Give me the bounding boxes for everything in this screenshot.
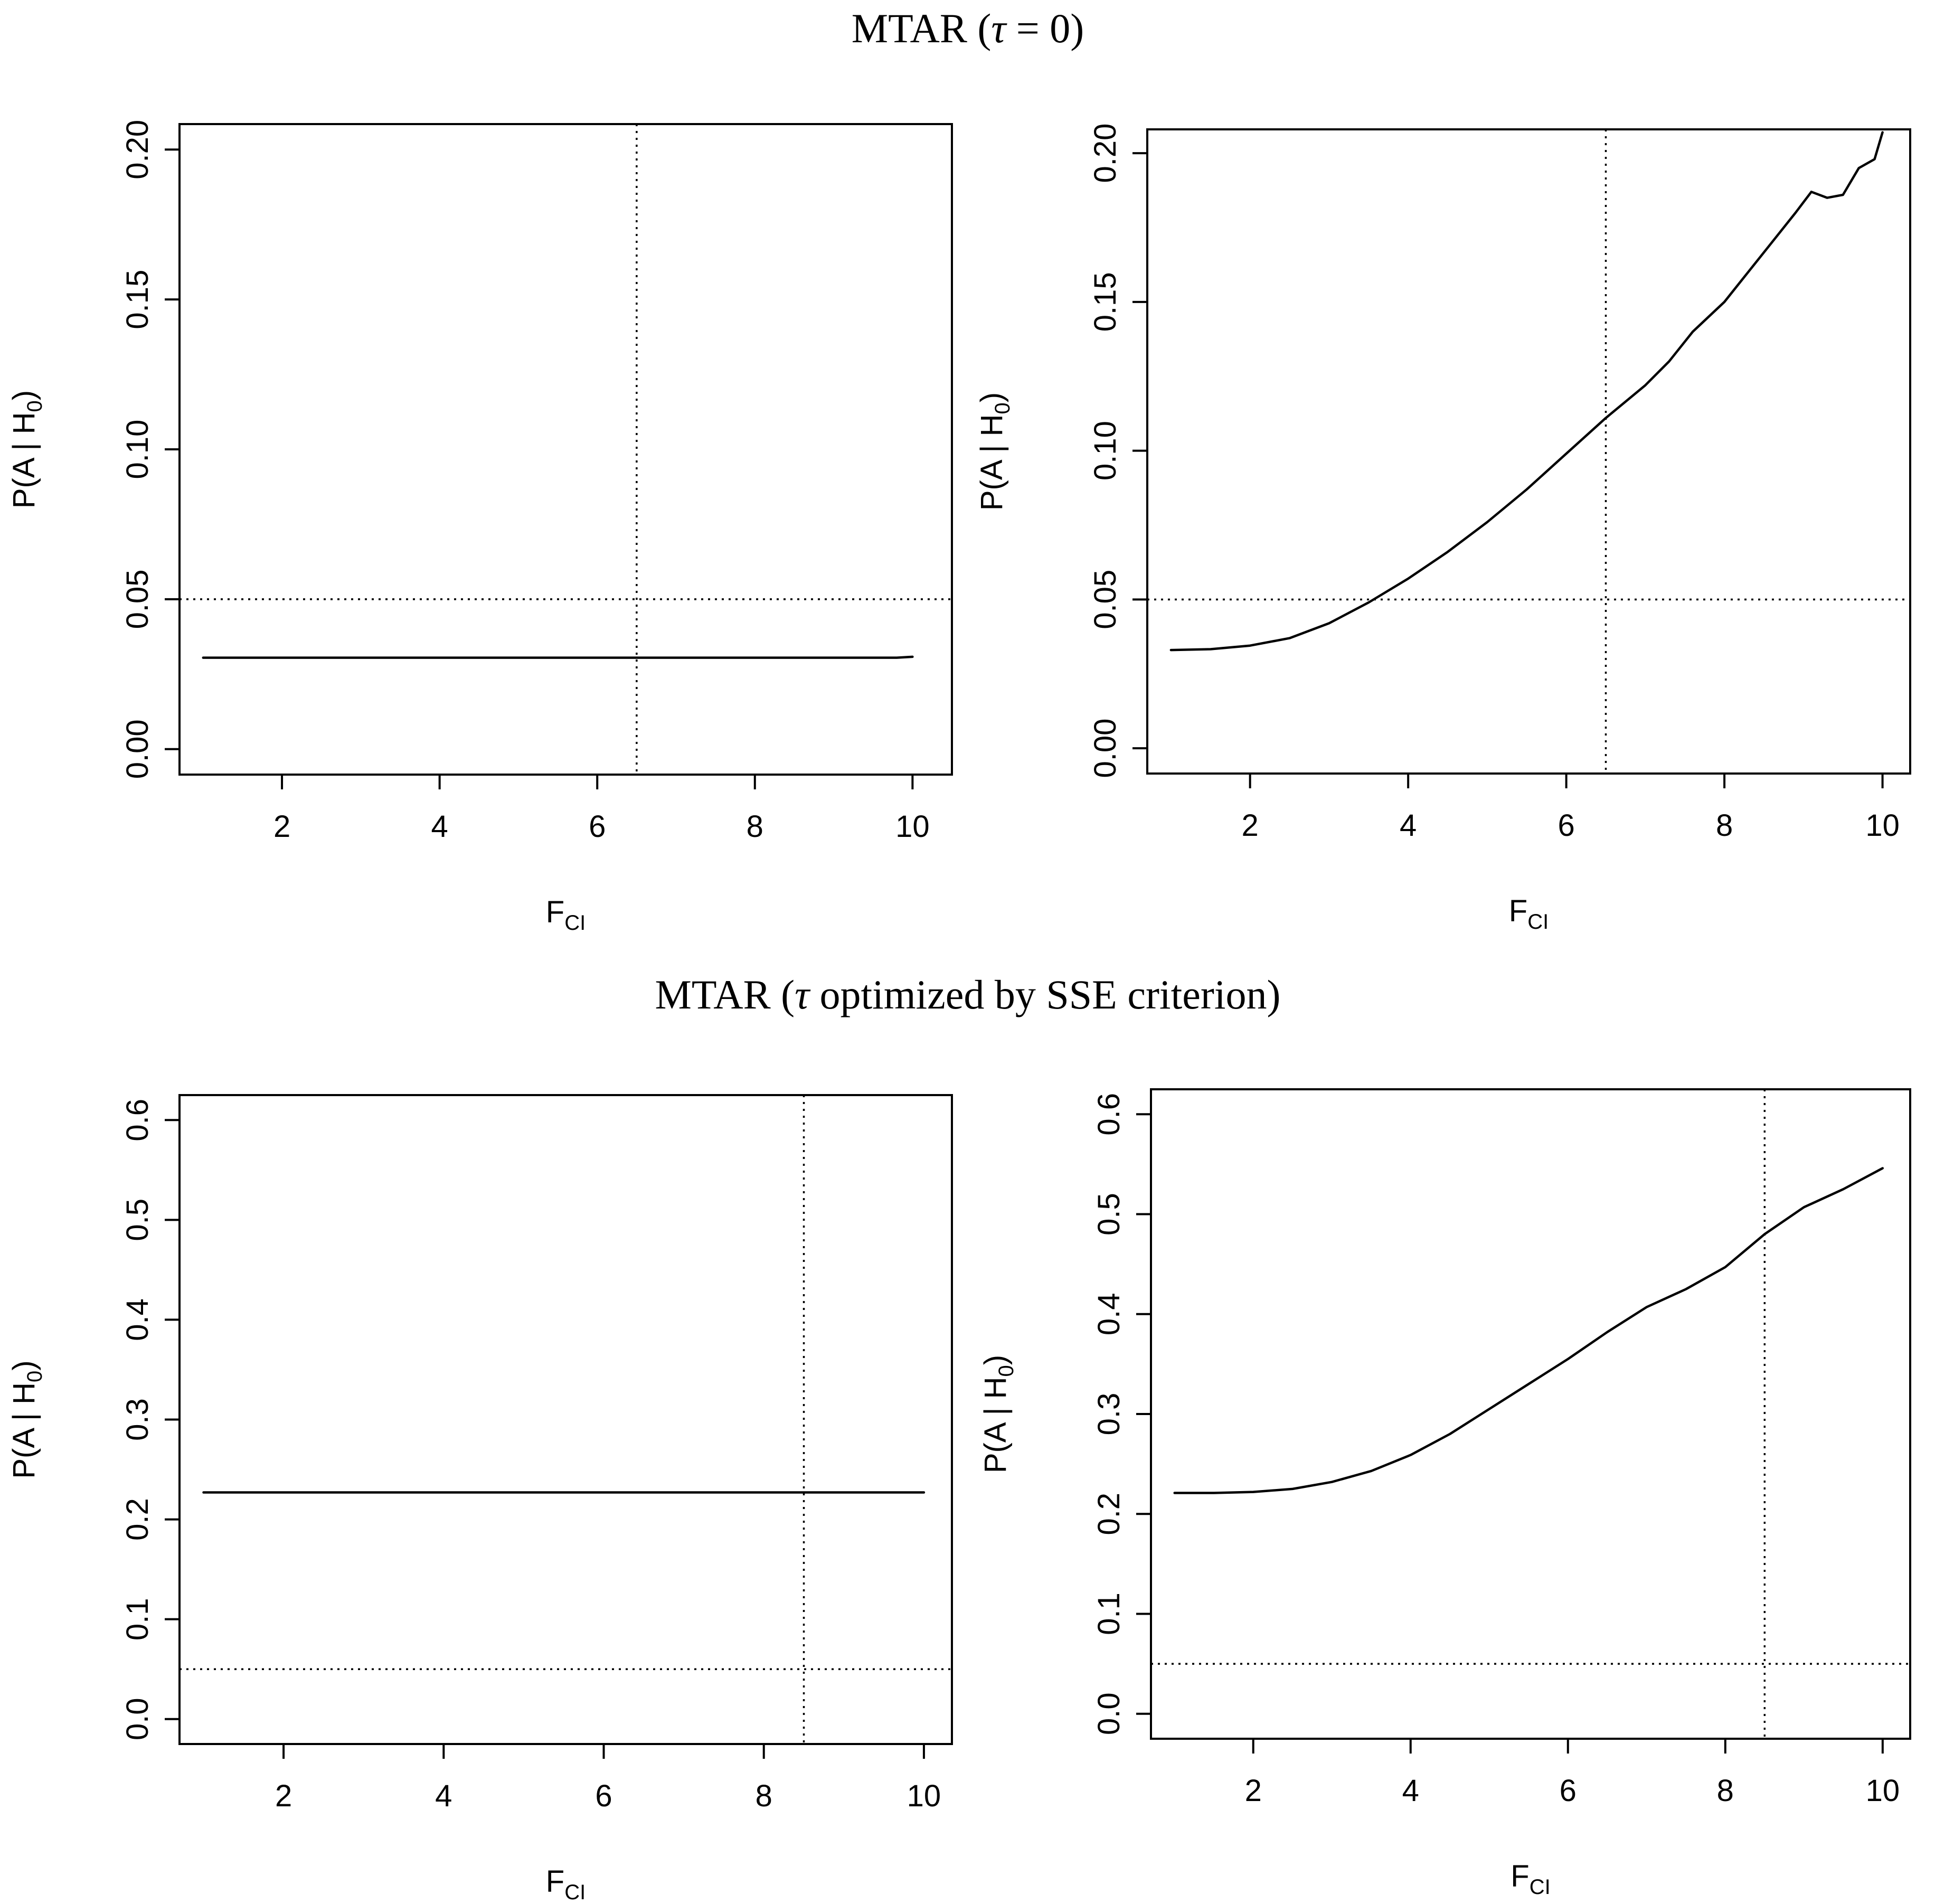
x-tick-label: 10 bbox=[895, 809, 930, 844]
title-suffix: optimized by SSE criterion) bbox=[809, 972, 1281, 1017]
y-tick-label: 0.2 bbox=[1092, 1493, 1126, 1535]
plot-frame bbox=[178, 1094, 953, 1745]
y-tick-label: 0.6 bbox=[1092, 1093, 1126, 1136]
y-tick-label: 0.2 bbox=[120, 1498, 155, 1541]
y-tick-label: 0.1 bbox=[1092, 1592, 1126, 1635]
y-axis-label: P(A | H0) bbox=[975, 392, 1014, 511]
x-tick-label: 8 bbox=[756, 1779, 772, 1813]
x-tick-label: 10 bbox=[1866, 1774, 1900, 1808]
x-tick-label: 2 bbox=[275, 1779, 292, 1813]
x-tick-label: 2 bbox=[1245, 1774, 1262, 1808]
x-tick-label: 10 bbox=[907, 1779, 941, 1813]
section-title-top: MTAR (τ = 0) bbox=[852, 5, 1084, 51]
section-title-bottom: MTAR (τ optimized by SSE criterion) bbox=[655, 972, 1280, 1017]
y-axis-label: P(A | H0) bbox=[978, 1355, 1018, 1473]
y-tick-label: 0.00 bbox=[120, 719, 155, 779]
x-axis-label: FCI bbox=[546, 1864, 586, 1904]
x-tick-label: 8 bbox=[1717, 1774, 1734, 1808]
series-line bbox=[1173, 1167, 1884, 1494]
x-axis-label: FCI bbox=[546, 895, 586, 935]
x-tick-label: 4 bbox=[435, 1779, 452, 1813]
y-tick-label: 0.3 bbox=[1092, 1393, 1126, 1436]
x-tick-label: 4 bbox=[1400, 808, 1417, 843]
plot-frame bbox=[1150, 1088, 1911, 1740]
plot-frame bbox=[178, 123, 953, 776]
x-axis-label: FCI bbox=[1511, 1859, 1550, 1899]
y-tick-label: 0.20 bbox=[120, 120, 155, 180]
x-tick-label: 10 bbox=[1865, 808, 1900, 843]
y-tick-label: 0.00 bbox=[1088, 719, 1122, 778]
y-tick-label: 0.6 bbox=[120, 1099, 155, 1142]
y-tick-label: 0.5 bbox=[120, 1199, 155, 1241]
x-tick-label: 4 bbox=[1402, 1774, 1419, 1808]
title-suffix: = 0) bbox=[1006, 5, 1084, 51]
title-prefix: MTAR ( bbox=[655, 972, 795, 1017]
y-tick-label: 0.3 bbox=[120, 1398, 155, 1441]
title-prefix: MTAR ( bbox=[852, 5, 992, 51]
x-tick-label: 8 bbox=[1716, 808, 1733, 843]
y-tick-label: 0.05 bbox=[1088, 570, 1122, 629]
x-axis-label: FCI bbox=[1509, 894, 1549, 934]
x-tick-label: 6 bbox=[589, 809, 606, 844]
y-tick-label: 0.15 bbox=[1088, 272, 1122, 332]
title-greek: τ bbox=[795, 972, 811, 1017]
y-tick-label: 0.1 bbox=[120, 1598, 155, 1641]
chart-panel-bottom-right: 2 4 6 8 10 0.0 0.1 0.2 0.3 0.4 0.5 0.6 FCI P(A | H0) bbox=[978, 1088, 1911, 1899]
x-tick-label: 8 bbox=[747, 809, 763, 844]
x-tick-label: 6 bbox=[1560, 1774, 1577, 1808]
y-tick-label: 0.5 bbox=[1092, 1193, 1126, 1236]
y-axis-label: P(A | H0) bbox=[7, 1360, 46, 1478]
y-tick-label: 0.05 bbox=[120, 569, 155, 629]
series-line bbox=[1169, 131, 1884, 652]
chart-panel-top-right: 2 4 6 8 10 0.00 0.05 0.10 0.15 0.20 FCI P(A | H0) bbox=[975, 124, 1911, 934]
y-tick-label: 0.10 bbox=[120, 420, 155, 479]
chart-panel-bottom-left: 2 4 6 8 10 0.0 0.1 0.2 0.3 0.4 0.5 0.6 FCI P(A | H0) bbox=[7, 1094, 953, 1904]
x-tick-label: 6 bbox=[595, 1779, 612, 1813]
y-tick-label: 0.20 bbox=[1088, 124, 1122, 183]
x-tick-label: 2 bbox=[1242, 808, 1259, 843]
y-axis-label: P(A | H0) bbox=[7, 390, 46, 508]
series-line bbox=[202, 655, 914, 659]
x-tick-label: 2 bbox=[273, 809, 290, 844]
y-tick-label: 0.0 bbox=[1092, 1692, 1126, 1735]
title-greek: τ bbox=[991, 5, 1007, 51]
y-tick-label: 0.4 bbox=[1092, 1293, 1126, 1335]
chart-panel-top-left: 2 4 6 8 10 0.00 0.05 0.10 0.15 0.20 FCI P(A | H0) bbox=[7, 120, 953, 935]
plot-frame bbox=[1146, 128, 1911, 775]
y-tick-label: 0.15 bbox=[120, 270, 155, 329]
x-tick-label: 6 bbox=[1558, 808, 1574, 843]
y-tick-label: 0.0 bbox=[120, 1698, 155, 1740]
y-tick-label: 0.4 bbox=[120, 1298, 155, 1341]
y-tick-label: 0.10 bbox=[1088, 421, 1122, 480]
x-tick-label: 4 bbox=[431, 809, 448, 844]
